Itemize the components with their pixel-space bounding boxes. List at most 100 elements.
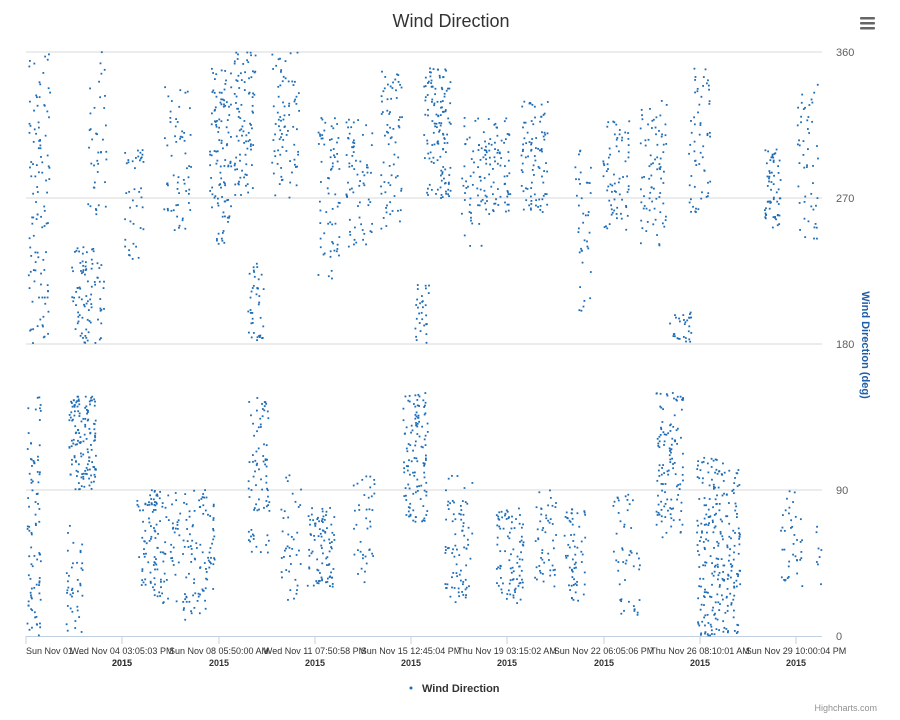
data-point xyxy=(454,601,457,604)
data-point xyxy=(71,458,73,461)
data-point xyxy=(320,137,323,140)
data-point xyxy=(278,138,281,141)
data-point xyxy=(478,204,481,207)
data-point xyxy=(538,167,541,170)
data-point xyxy=(638,557,640,560)
data-point xyxy=(619,599,622,601)
data-point xyxy=(353,168,356,170)
credits-link[interactable]: Highcharts.com xyxy=(814,703,877,713)
data-point xyxy=(794,515,797,518)
data-point xyxy=(248,77,250,80)
data-point xyxy=(668,454,671,457)
data-point xyxy=(495,126,498,129)
data-point xyxy=(722,579,725,581)
data-point xyxy=(721,598,724,601)
data-point xyxy=(397,209,399,212)
data-point xyxy=(176,527,179,530)
data-point xyxy=(816,83,819,86)
legend[interactable]: Wind Direction xyxy=(409,683,500,695)
data-point xyxy=(696,531,698,534)
data-point xyxy=(626,509,629,512)
legend-label[interactable]: Wind Direction xyxy=(422,683,500,695)
data-point xyxy=(451,586,453,589)
data-point xyxy=(76,247,79,250)
data-point xyxy=(84,335,87,337)
data-point xyxy=(803,166,806,169)
data-point xyxy=(319,246,322,249)
data-point xyxy=(284,60,287,63)
data-point xyxy=(768,175,771,178)
data-point xyxy=(251,110,254,113)
data-point xyxy=(442,132,444,135)
data-point xyxy=(224,184,227,187)
data-point xyxy=(294,166,297,168)
data-point xyxy=(282,138,285,141)
data-point xyxy=(319,237,322,240)
data-point xyxy=(626,214,629,217)
data-point xyxy=(464,596,467,599)
data-point xyxy=(606,163,609,166)
data-point xyxy=(320,535,323,538)
data-point xyxy=(30,255,33,257)
data-point xyxy=(447,508,450,510)
y-tick-label: 270 xyxy=(836,193,854,205)
data-point xyxy=(318,200,321,203)
data-point xyxy=(103,107,106,109)
data-point xyxy=(700,585,702,588)
data-point xyxy=(459,504,462,507)
data-point xyxy=(166,144,169,147)
data-point xyxy=(415,304,418,306)
data-point xyxy=(445,192,448,195)
data-point xyxy=(326,577,329,580)
data-point xyxy=(71,296,74,299)
data-point xyxy=(90,258,93,261)
x-tick-year: 2015 xyxy=(786,658,806,668)
data-point xyxy=(659,405,662,408)
data-point xyxy=(279,153,282,156)
data-point xyxy=(357,573,359,575)
data-point xyxy=(808,104,811,106)
data-point xyxy=(776,224,779,227)
data-point xyxy=(615,532,618,535)
data-point xyxy=(704,624,706,627)
data-point xyxy=(150,498,153,500)
data-point xyxy=(189,209,192,211)
data-point xyxy=(81,252,84,255)
data-point xyxy=(322,552,324,555)
data-point xyxy=(43,205,46,208)
data-point xyxy=(583,510,586,513)
context-menu-button[interactable] xyxy=(860,17,875,30)
data-point xyxy=(404,395,407,398)
data-point xyxy=(211,91,214,93)
data-point xyxy=(149,494,152,497)
data-point xyxy=(722,564,725,567)
data-point xyxy=(317,582,320,585)
data-point xyxy=(234,183,237,186)
data-point xyxy=(405,514,408,516)
data-point xyxy=(707,524,710,526)
data-point xyxy=(347,126,349,129)
data-point xyxy=(460,509,463,511)
data-point xyxy=(704,614,707,617)
data-point xyxy=(537,538,540,541)
data-point xyxy=(26,622,29,625)
data-point xyxy=(80,270,82,272)
data-point xyxy=(770,171,773,174)
data-point xyxy=(100,337,102,340)
data-point xyxy=(32,269,35,271)
data-point xyxy=(695,207,697,210)
data-point xyxy=(317,580,320,582)
data-point xyxy=(793,491,796,494)
data-point xyxy=(85,268,88,271)
data-point xyxy=(407,483,410,486)
data-point xyxy=(98,338,101,341)
data-point xyxy=(718,609,721,611)
data-point xyxy=(83,305,86,308)
data-point xyxy=(394,141,397,144)
data-point xyxy=(220,139,223,142)
data-point xyxy=(530,149,533,152)
data-point xyxy=(656,437,659,440)
data-point xyxy=(494,202,497,205)
data-point xyxy=(394,78,397,81)
data-point xyxy=(93,404,96,407)
